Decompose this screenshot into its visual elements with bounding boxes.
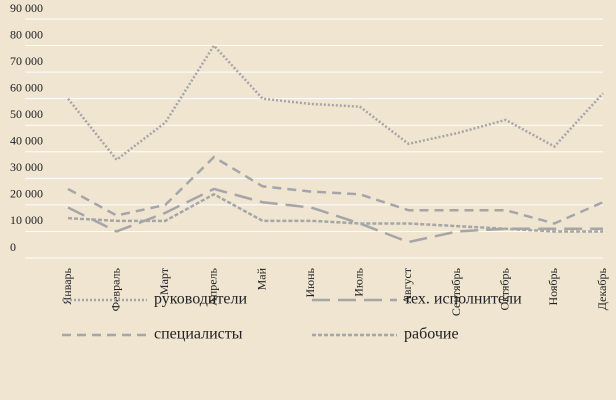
series-line	[67, 192, 603, 233]
x-tick-label: Декабрь	[595, 267, 609, 310]
x-tick-label: Июль	[352, 267, 366, 296]
y-tick-label: 0	[10, 240, 16, 254]
legend-label: рабочие	[404, 326, 459, 343]
y-tick-label: 10 000	[10, 213, 43, 227]
y-tick-label: 60 000	[10, 80, 43, 94]
x-tick-label: Апрель	[206, 267, 220, 305]
legend-label: руководители	[154, 291, 248, 308]
y-tick-label: 20 000	[10, 187, 43, 201]
series-line	[67, 187, 603, 244]
y-tick-label: 30 000	[10, 160, 43, 174]
legend-label: тех. исполнители	[404, 291, 522, 308]
series-line	[67, 155, 604, 225]
y-tick-label: 40 000	[10, 134, 43, 148]
x-tick-label: Июнь	[303, 267, 317, 297]
x-tick-label: Сентябрь	[449, 267, 463, 316]
y-tick-label: 90 000	[10, 1, 43, 15]
x-tick-label: Январь	[60, 267, 74, 304]
y-tick-label: 80 000	[10, 27, 43, 41]
y-tick-label: 70 000	[10, 54, 43, 68]
x-tick-label: Август	[400, 267, 414, 304]
y-tick-label: 50 000	[10, 107, 43, 121]
x-tick-label: Февраль	[108, 267, 122, 311]
legend-label: специалисты	[154, 326, 243, 343]
x-tick-label: Октябрь	[497, 267, 511, 310]
x-tick-label: Ноябрь	[546, 267, 560, 305]
x-tick-label: Март	[157, 267, 171, 295]
x-tick-label: Май	[254, 267, 268, 290]
series-line	[67, 43, 604, 162]
